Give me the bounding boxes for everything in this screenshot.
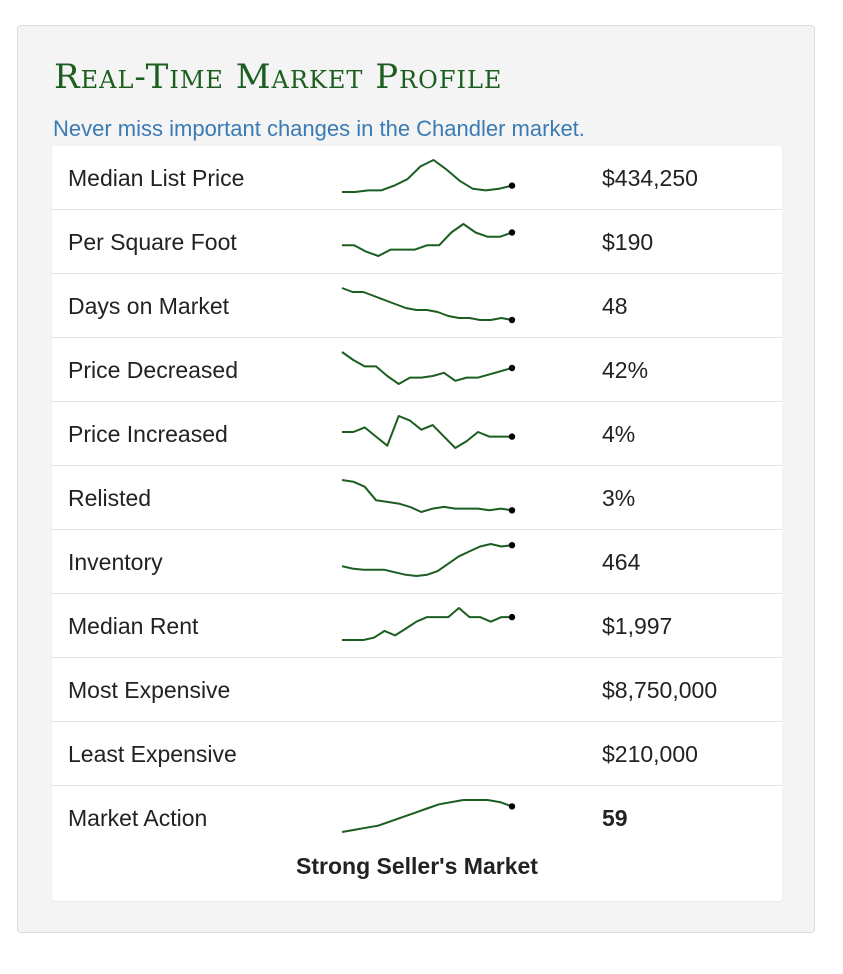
- metric-label: Median Rent: [68, 613, 199, 639]
- metric-label: Most Expensive: [68, 677, 231, 703]
- metric-row-least-expensive: Least Expensive $210,000: [52, 722, 782, 786]
- sparkline-endpoint-dot: [508, 803, 516, 810]
- metric-label: Price Increased: [68, 421, 228, 447]
- sparkline-endpoint-dot: [508, 433, 516, 440]
- metric-label: Market Action: [68, 805, 208, 831]
- sparkline-price-increased: [342, 415, 516, 449]
- metric-value: 48: [602, 293, 628, 319]
- sparkline-endpoint-dot: [508, 182, 516, 189]
- sparkline-relisted: [341, 479, 516, 514]
- metric-label: Median List Price: [68, 165, 245, 191]
- sparkline-endpoint-dot: [508, 364, 516, 372]
- sparkline-trend-line: [342, 223, 513, 257]
- metric-value: $1,997: [602, 613, 673, 639]
- sparkline-price-decreased: [341, 351, 516, 385]
- sparkline-endpoint-dot: [508, 229, 516, 236]
- metric-row-market-action: Market Action 59 Strong Seller's Market: [52, 786, 782, 900]
- sparkline-endpoint-dot: [508, 542, 516, 549]
- metric-row-median-rent: Median Rent $1,997: [52, 594, 782, 658]
- metric-value: $434,250: [602, 165, 698, 191]
- sparkline-trend-line: [341, 543, 513, 577]
- panel-subtitle: Never miss important changes in the Chan…: [53, 116, 585, 141]
- sparkline-endpoint-dot: [508, 507, 516, 514]
- sparkline-endpoint-dot: [508, 613, 516, 621]
- metric-value: $8,750,000: [602, 677, 718, 703]
- market-profile-panel: Real-Time Market Profile Never miss impo…: [17, 25, 815, 933]
- sparkline-per-square-foot: [342, 223, 516, 257]
- sparkline-median-rent: [342, 607, 516, 641]
- sparkline-trend-line: [342, 415, 512, 449]
- metric-value: 464: [602, 549, 641, 575]
- metric-label: Per Square Foot: [68, 229, 237, 255]
- sparkline-trend-line: [341, 479, 513, 513]
- metric-value: 4%: [602, 421, 636, 447]
- metric-label: Relisted: [68, 485, 152, 511]
- metrics-table: Median List Price $434,250 Per Square Fo…: [52, 146, 782, 901]
- market-status-label: Strong Seller's Market: [296, 853, 538, 879]
- metric-value: 42%: [602, 357, 649, 383]
- metric-label: Inventory: [68, 549, 163, 575]
- metric-row-price-increased: Price Increased 4%: [52, 402, 782, 466]
- sparkline-days-on-market: [341, 287, 516, 324]
- sparkline-inventory: [341, 542, 516, 577]
- metric-row-median-list-price: Median List Price $434,250: [52, 146, 782, 210]
- metric-value: $210,000: [602, 741, 698, 767]
- metric-value: 3%: [602, 485, 636, 511]
- sparkline-trend-line: [342, 159, 513, 193]
- metric-row-inventory: Inventory 464: [52, 530, 782, 594]
- sparkline-median-list-price: [342, 159, 516, 193]
- metric-label: Least Expensive: [68, 741, 237, 767]
- sparkline-trend-line: [341, 799, 513, 833]
- metric-value: $190: [602, 229, 654, 255]
- sparkline-endpoint-dot: [508, 316, 516, 324]
- metric-row-per-square-foot: Per Square Foot $190: [52, 210, 782, 274]
- metric-row-price-decreased: Price Decreased 42%: [52, 338, 782, 402]
- sparkline-trend-line: [341, 351, 513, 385]
- metric-label: Price Decreased: [68, 357, 239, 383]
- panel-title: Real-Time Market Profile: [54, 57, 503, 97]
- sparkline-trend-line: [341, 287, 513, 321]
- metric-row-most-expensive: Most Expensive $8,750,000: [52, 658, 782, 722]
- sparkline-trend-line: [342, 607, 512, 641]
- metric-row-days-on-market: Days on Market 48: [52, 274, 782, 338]
- market-action-score: 59: [602, 805, 628, 831]
- metric-row-relisted: Relisted 3%: [52, 466, 782, 530]
- metric-label: Days on Market: [68, 293, 230, 319]
- sparkline-market-action: [341, 799, 516, 833]
